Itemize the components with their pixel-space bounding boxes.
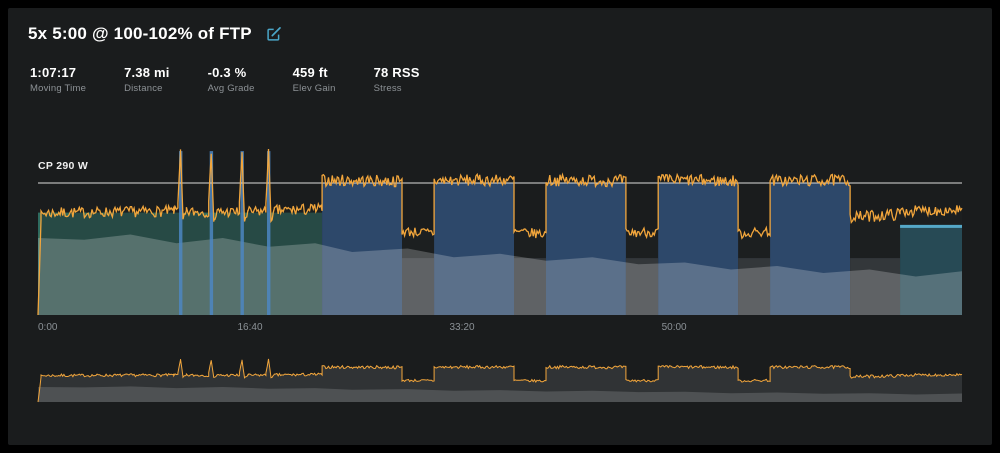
overview-scrubber[interactable] [37, 358, 963, 403]
stat-label: Elev Gain [292, 83, 336, 94]
stat-label: Moving Time [30, 83, 87, 94]
stat-value: -0.3 % [207, 65, 247, 80]
cooldown-cap [900, 224, 962, 228]
stat-stress: 78 RSS Stress [374, 65, 420, 94]
stat-distance: 7.38 mi Distance [124, 65, 170, 94]
header: 5x 5:00 @ 100-102% of FTP [28, 24, 282, 44]
workout-analysis-panel: 0:00 16:40 33:20 50:00 5x 5:00 @ 100-102% o… [8, 8, 992, 445]
stat-label: Distance [124, 83, 163, 94]
cp-label: CP 290 W [38, 160, 89, 172]
mini-power-line [37, 358, 963, 403]
stat-value: 1:07:17 [30, 65, 77, 80]
mini-elevation-area [38, 386, 962, 402]
power-chart-canvas[interactable]: 0:00 16:40 33:20 50:00 [8, 8, 992, 445]
stat-moving-time: 1:07:17 Moving Time [30, 65, 86, 94]
stat-label: Avg Grade [207, 83, 255, 94]
edit-title-button[interactable] [266, 26, 282, 42]
mini-power-area [38, 359, 962, 402]
x-tick-label: 33:20 [449, 322, 474, 333]
stat-value: 78 RSS [373, 65, 420, 80]
x-axis-labels: 0:00 16:40 33:20 50:00 [38, 322, 687, 333]
stats-row: 1:07:17 Moving Time 7.38 mi Distance -0.… [30, 65, 420, 94]
power-line [37, 148, 963, 316]
stat-label: Stress [373, 83, 402, 94]
x-tick-label: 50:00 [662, 322, 687, 333]
stat-value: 459 ft [292, 65, 328, 80]
workout-title: 5x 5:00 @ 100-102% of FTP [28, 24, 252, 43]
stat-value: 7.38 mi [124, 65, 170, 80]
x-tick-label: 16:40 [237, 322, 262, 333]
compose-icon [267, 27, 281, 41]
planned-interval-blocks [38, 183, 962, 315]
sprint-bars [179, 151, 271, 315]
x-tick-label: 0:00 [38, 322, 58, 333]
stat-elev-gain: 459 ft Elev Gain [293, 65, 336, 94]
stat-avg-grade: -0.3 % Avg Grade [208, 65, 255, 94]
